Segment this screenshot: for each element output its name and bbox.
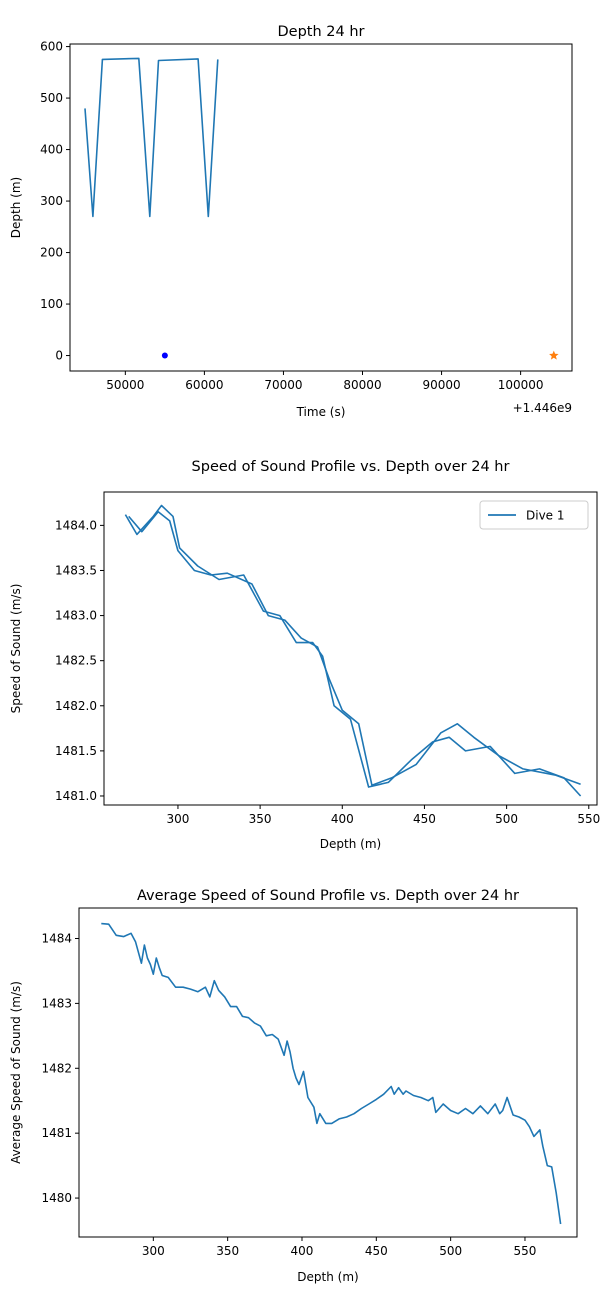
x-tick-label: 300 — [166, 812, 189, 826]
x-tick-label: 550 — [514, 1244, 537, 1258]
y-tick-label: 0 — [55, 349, 63, 363]
legend-box — [479, 500, 589, 530]
y-tick-label: 400 — [40, 143, 63, 157]
x-axis-offset-label: +1.446e9 — [513, 401, 572, 415]
x-tick-label: 50000 — [106, 378, 144, 392]
y-axis-label: Speed of Sound (m/s) — [9, 584, 23, 714]
axes-frame — [103, 491, 598, 806]
y-tick-label: 1483 — [41, 996, 72, 1010]
average-speed-of-sound-chart: 300 350 400 450 500 550 1480 1481 1482 1483 1484 Av… — [9, 888, 578, 1284]
series-line-1 — [124, 504, 582, 797]
marker-star — [549, 350, 559, 360]
x-tick-label: 350 — [216, 1244, 239, 1258]
y-tick-label: 100 — [40, 297, 63, 311]
y-tick-label: 1480 — [41, 1191, 72, 1205]
y-tick-label: 1483.0 — [55, 609, 97, 623]
x-axis-label: Depth (m) — [320, 837, 381, 851]
x-tick-label: 400 — [331, 812, 354, 826]
x-axis-label: Depth (m) — [297, 1270, 358, 1284]
y-tick-label: 600 — [40, 40, 63, 54]
depth-chart: 50000 60000 70000 80000 90000 100000 0 100 200 30… — [9, 24, 573, 419]
y-axis-label: Depth (m) — [9, 177, 23, 238]
x-tick-label: 350 — [249, 812, 272, 826]
series-line-0 — [84, 57, 219, 218]
y-tick-label: 1482.5 — [55, 654, 97, 668]
axes-frame — [78, 907, 578, 1238]
x-tick-label: 300 — [142, 1244, 165, 1258]
marker-dot — [161, 352, 168, 359]
y-tick-label: 1484 — [41, 931, 72, 945]
x-tick-label: 550 — [577, 812, 600, 826]
y-tick-label: 1481.5 — [55, 744, 97, 758]
y-axis-label: Average Speed of Sound (m/s) — [9, 981, 23, 1164]
x-tick-label: 500 — [495, 812, 518, 826]
x-tick-label: 70000 — [264, 378, 302, 392]
chart-title: Speed of Sound Profile vs. Depth over 24… — [192, 459, 510, 475]
y-tick-label: 300 — [40, 194, 63, 208]
x-tick-label: 80000 — [343, 378, 381, 392]
series-line-0 — [128, 510, 581, 787]
y-tick-label: 1484.0 — [55, 518, 97, 532]
series-line-0 — [101, 922, 562, 1225]
x-tick-label: 450 — [365, 1244, 388, 1258]
x-tick-label: 60000 — [185, 378, 223, 392]
legend-entry: Dive 1 — [526, 509, 565, 523]
chart-title: Depth 24 hr — [278, 24, 365, 40]
speed-of-sound-chart: 300 350 400 450 500 550 1481.0 1481.5 1482.0 1482… — [9, 459, 600, 851]
x-tick-label: 90000 — [422, 378, 460, 392]
y-tick-label: 1482 — [41, 1061, 72, 1075]
y-tick-label: 1481.0 — [55, 789, 97, 803]
x-tick-label: 500 — [439, 1244, 462, 1258]
x-tick-label: 400 — [291, 1244, 314, 1258]
x-tick-label: 100000 — [498, 378, 544, 392]
y-tick-label: 1482.0 — [55, 699, 97, 713]
chart-title: Average Speed of Sound Profile vs. Depth… — [137, 888, 519, 904]
x-axis-label: Time (s) — [296, 405, 346, 419]
y-tick-label: 200 — [40, 246, 63, 260]
axes-frame — [69, 43, 573, 372]
x-tick-label: 450 — [413, 812, 436, 826]
y-tick-label: 1481 — [41, 1126, 72, 1140]
y-tick-label: 1483.5 — [55, 563, 97, 577]
y-tick-label: 500 — [40, 91, 63, 105]
